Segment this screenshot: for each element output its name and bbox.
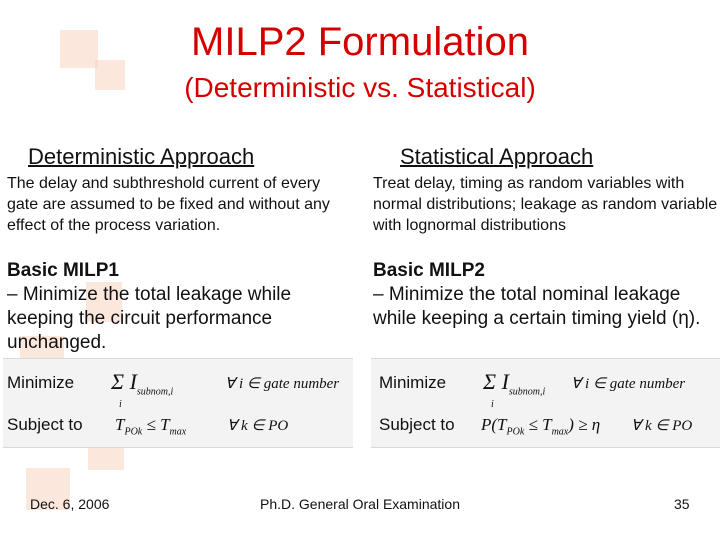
footer-date: Dec. 6, 2006 <box>30 496 110 512</box>
left-milp-text: – Minimize the total leakage while keepi… <box>7 284 292 353</box>
left-constraint-sub: POk <box>124 426 143 438</box>
right-formula-box: Minimize Σ Isubnom,i i ∀ i ∈ gate number… <box>371 358 720 448</box>
left-description: The delay and subthreshold current of ev… <box>7 175 330 234</box>
right-constraint-rest: ≤ T <box>528 415 552 434</box>
right-constraint-max: max <box>551 426 569 438</box>
slide-title: MILP2 Formulation <box>191 20 529 64</box>
decor-square <box>26 468 70 510</box>
left-heading-text: Deterministic Approach <box>28 144 255 169</box>
right-milp-text: – Minimize the total nominal leakage whi… <box>373 284 701 329</box>
right-constraint-condition: ∀ k ∈ PO <box>631 418 693 434</box>
left-milp-title: Basic MILP1 <box>7 260 119 281</box>
right-constraint: P(TPOk ≤ Tmax) ≥ η <box>481 415 600 437</box>
right-objective: Σ Isubnom,i <box>483 369 545 397</box>
right-heading: Statistical Approach <box>400 144 593 170</box>
left-objective-sum: Σ I <box>111 369 137 394</box>
left-objective-sub: subnom,i <box>136 386 174 398</box>
right-constraint-sub: POk <box>506 426 525 438</box>
right-minimize-label: Minimize <box>379 373 447 392</box>
footer-page-number: 35 <box>674 496 690 512</box>
left-constraint-condition: ∀ k ∈ PO <box>227 418 289 434</box>
left-subject-label: Subject to <box>7 415 83 434</box>
right-objective-condition: ∀ i ∈ gate number <box>571 376 686 392</box>
left-formula-box: Minimize Σ Isubnom,i i ∀ i ∈ gate number… <box>3 358 353 448</box>
slide-subtitle: (Deterministic vs. Statistical) <box>184 72 536 103</box>
left-constraint-rest: ≤ T <box>146 415 170 434</box>
right-subject-label: Subject to <box>379 415 455 434</box>
decor-square <box>86 282 122 322</box>
left-constraint-t: T <box>115 415 125 434</box>
left-objective-condition: ∀ i ∈ gate number <box>225 376 340 392</box>
right-constraint-p: P(T <box>481 415 507 434</box>
right-objective-sum: Σ I <box>483 369 509 394</box>
footer-center: Ph.D. General Oral Examination <box>260 496 460 512</box>
right-description: Treat delay, timing as random variables … <box>373 175 718 234</box>
right-constraint-tail: ) ≥ η <box>568 415 601 434</box>
left-objective: Σ Isubnom,i <box>111 369 173 397</box>
left-heading: Deterministic Approach <box>28 144 254 170</box>
right-objective-sub: subnom,i <box>508 386 546 398</box>
left-minimize-label: Minimize <box>7 373 75 392</box>
left-constraint: TPOk ≤ Tmax <box>115 415 186 437</box>
decor-square <box>95 60 125 90</box>
right-milp-title: Basic MILP2 <box>373 260 485 281</box>
left-constraint-max: max <box>169 426 187 438</box>
right-objective-index: i <box>491 399 494 410</box>
decor-square <box>60 30 98 68</box>
right-heading-text: Statistical Approach <box>400 144 594 169</box>
left-objective-index: i <box>119 399 122 410</box>
